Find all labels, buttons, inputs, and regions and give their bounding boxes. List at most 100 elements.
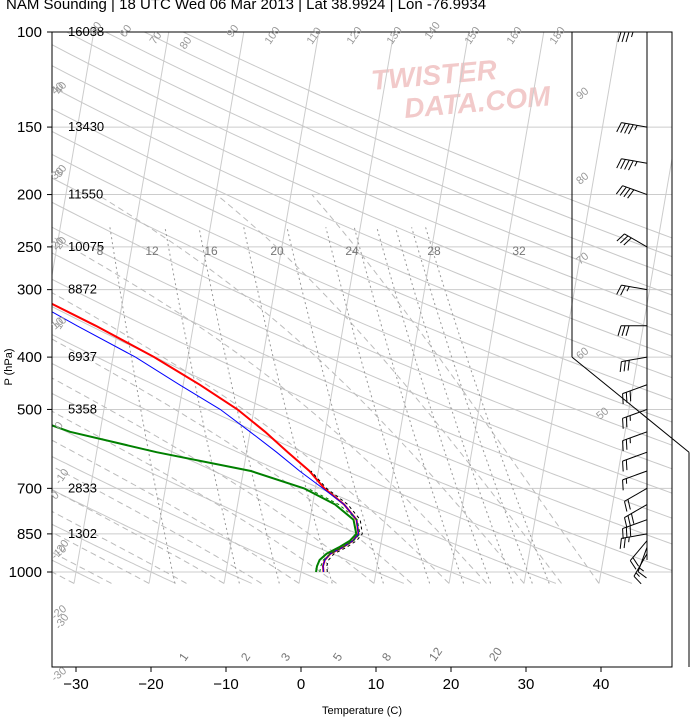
wind-barb-flag — [629, 560, 637, 570]
wind-barb-flag — [616, 284, 622, 295]
wind-barb-flag — [620, 235, 629, 244]
moist-adiabat-line — [52, 292, 450, 584]
wind-barb-flag — [622, 440, 624, 452]
wind-barb-flag — [624, 159, 630, 170]
wind-barb-staff — [621, 533, 648, 539]
wind-barb-flag — [623, 188, 631, 198]
wind-barb-staff — [621, 122, 648, 128]
mixing-ratio-label: 8 — [379, 650, 394, 664]
wind-barb-flag — [625, 392, 628, 403]
wind-barb-flag — [624, 123, 630, 134]
wind-barb-staff — [621, 158, 648, 164]
dry-adiabat-label: 0 — [53, 420, 66, 432]
wind-barb-staff — [637, 547, 648, 572]
wind-barb — [616, 233, 648, 248]
wind-barb-flag — [625, 325, 630, 336]
wind-barb-staff — [621, 356, 648, 363]
wind-barb-staff — [622, 519, 648, 530]
dry-adiabat-label: 110 — [305, 25, 325, 46]
mixing-ratio-label: 16 — [204, 244, 218, 258]
dry-adiabat-label: 60 — [118, 23, 135, 40]
x-axis-title: Temperature (C) — [322, 705, 402, 717]
dry-adiabat-label: 180 — [548, 25, 568, 47]
wind-barb — [622, 470, 648, 491]
mixing-ratio-label: 12 — [145, 244, 159, 258]
wind-barb-staff — [622, 408, 648, 419]
wind-barb-half-flag — [631, 31, 634, 38]
dry-adiabat-label: 30 — [53, 163, 70, 180]
wind-barb — [633, 553, 648, 585]
x-tick-label: 10 — [368, 676, 385, 693]
y-tick-label: 150 — [17, 119, 42, 136]
dry-adiabat-label: 50 — [88, 20, 105, 37]
moist-adiabat-line — [52, 439, 300, 584]
wind-barb-flag — [625, 416, 628, 428]
mixing-ratio-label: 8 — [97, 244, 104, 258]
moist-adiabat-line — [52, 338, 412, 584]
wind-barb-staff — [622, 431, 648, 442]
dry-adiabat-line — [52, 177, 672, 446]
wind-barb-half-flag — [626, 286, 630, 292]
isotherm-line — [0, 20, 21, 583]
y-tick-label: 250 — [17, 239, 42, 256]
moist-adiabat-line — [52, 410, 337, 584]
dry-adiabat-label: 160 — [505, 25, 525, 47]
height-label: 6937 — [68, 349, 97, 364]
wind-barb-flag — [621, 31, 626, 43]
mixing-ratio-label: 2 — [238, 650, 253, 664]
x-tick-label: 20 — [443, 676, 460, 693]
moist-adiabat-label: 50 — [594, 405, 611, 422]
dry-adiabat-line — [0, 20, 24, 583]
x-tick-label: 40 — [593, 676, 610, 693]
wind-barb-flag — [628, 124, 634, 135]
mixing-ratio-line — [198, 227, 280, 584]
moist-adiabat-label: 60 — [574, 345, 591, 362]
wind-barb — [637, 547, 648, 579]
wind-barbs — [615, 31, 648, 585]
wind-barb — [619, 533, 648, 549]
dry-adiabat-label: 70 — [148, 30, 165, 47]
wind-barb-flag — [620, 159, 626, 169]
wind-barb-staff — [622, 470, 648, 481]
mixing-ratio-line — [325, 227, 431, 584]
wind-barb-flag — [619, 538, 622, 549]
mixing-ratio-line — [243, 227, 333, 584]
dry-adiabat-line — [52, 278, 672, 545]
wind-barb-flag — [632, 557, 640, 567]
mixing-ratio-line — [286, 227, 384, 584]
wind-barb — [616, 158, 648, 171]
moist-adiabat-line — [52, 510, 187, 584]
mixing-ratio-label: 28 — [427, 244, 441, 258]
x-tick-label: −10 — [213, 676, 238, 693]
wind-barb — [622, 431, 648, 452]
series-dewpoint — [52, 424, 358, 573]
height-label: 13430 — [68, 119, 104, 134]
mixing-ratio-line — [425, 227, 550, 584]
wind-barb-flag — [622, 528, 624, 540]
wind-barb — [619, 356, 648, 373]
wind-barb — [622, 408, 648, 429]
isotherm-line — [674, 20, 690, 583]
wind-barb-flag — [617, 325, 622, 336]
wind-barb — [623, 504, 648, 528]
wind-barb-half-flag — [635, 572, 640, 577]
wind-barb — [622, 384, 648, 405]
moist-adiabat-label: 90 — [574, 85, 591, 102]
wind-barb-flag — [615, 185, 623, 195]
wind-barb — [629, 540, 648, 570]
wind-barb-flag — [627, 515, 631, 526]
plot-border — [51, 31, 673, 668]
wind-barb-flag — [616, 122, 622, 133]
wind-barb-flag — [629, 390, 632, 402]
wind-barb-flag — [616, 158, 622, 169]
mixing-ratio-label: 5 — [330, 650, 345, 664]
dry-adiabat-label: 130 — [385, 25, 405, 47]
dry-adiabat-line — [52, 44, 672, 316]
wind-barb-flag — [628, 160, 634, 171]
mixing-ratio-label: 1 — [176, 650, 191, 664]
moist-adiabat-label: 70 — [574, 250, 591, 267]
x-tick-label: −20 — [138, 676, 163, 693]
wind-barb-flag — [633, 575, 642, 585]
